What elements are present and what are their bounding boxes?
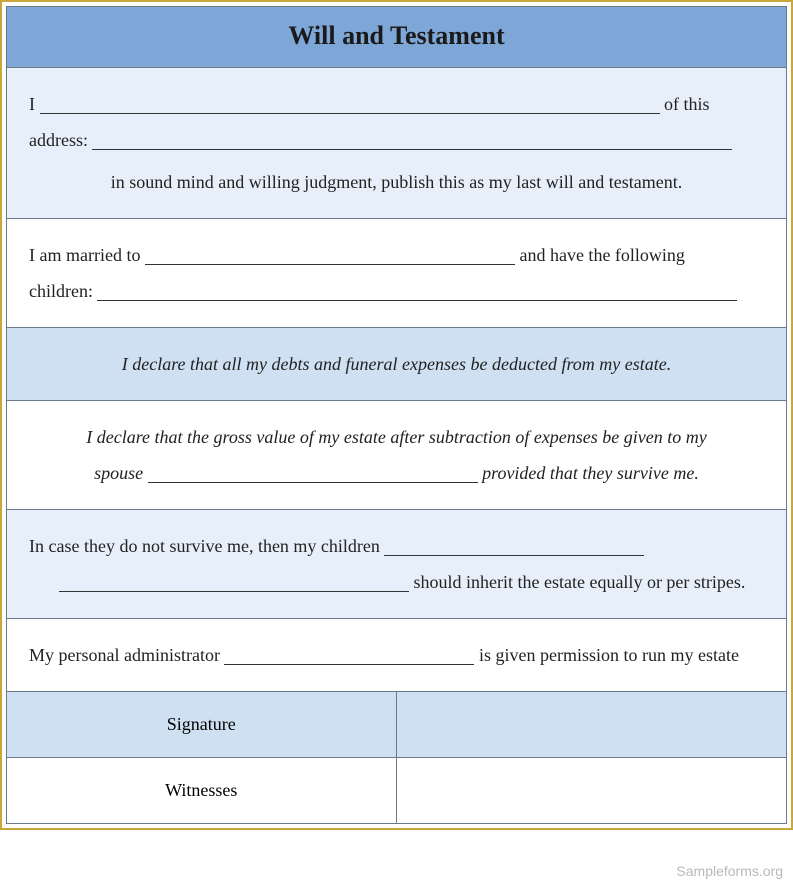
admin-suffix: is given permission to run my estate [479, 645, 739, 665]
married-line: I am married to and have the following [29, 237, 764, 273]
debts-declaration: I declare that all my debts and funeral … [122, 354, 672, 374]
survive-line1: In case they do not survive me, then my … [29, 528, 764, 564]
section-declarant: I of this address: in sound mind and wil… [7, 68, 786, 219]
section-administrator: My personal administrator is given permi… [7, 619, 786, 692]
watermark-text: Sampleforms.org [676, 863, 783, 879]
sound-mind-declaration: in sound mind and willing judgment, publ… [29, 158, 764, 200]
form-title: Will and Testament [7, 21, 786, 51]
witnesses-row: Witnesses [7, 758, 786, 823]
signature-field[interactable] [397, 692, 787, 757]
married-suffix: and have the following [519, 245, 684, 265]
address-line: address: [29, 122, 764, 158]
married-prefix: I am married to [29, 245, 140, 265]
signature-label: Signature [7, 692, 397, 757]
witnesses-label: Witnesses [7, 758, 397, 823]
survive-prefix: In case they do not survive me, then my … [29, 536, 380, 556]
section-family: I am married to and have the following c… [7, 219, 786, 328]
bequest-line1: I declare that the gross value of my est… [29, 419, 764, 455]
title-bar: Will and Testament [7, 7, 786, 68]
admin-prefix: My personal administrator [29, 645, 220, 665]
address-label: address: [29, 130, 88, 150]
witnesses-field[interactable] [397, 758, 787, 823]
children-line: children: [29, 273, 764, 309]
spouse-prefix: spouse [94, 463, 143, 483]
survive-line2: should inherit the estate equally or per… [29, 564, 764, 600]
admin-blank[interactable] [224, 647, 474, 665]
declarant-name-line: I of this [29, 86, 764, 122]
of-this-suffix: of this [664, 94, 710, 114]
section-debts: I declare that all my debts and funeral … [7, 328, 786, 401]
spouse-blank[interactable] [148, 465, 478, 483]
name-blank[interactable] [40, 96, 660, 114]
children-blank[interactable] [97, 283, 737, 301]
i-prefix: I [29, 94, 35, 114]
children-label: children: [29, 281, 93, 301]
section-spouse-bequest: I declare that the gross value of my est… [7, 401, 786, 510]
section-children-inherit: In case they do not survive me, then my … [7, 510, 786, 619]
signature-row: Signature [7, 692, 786, 758]
form-inner-border: Will and Testament I of this address: in… [6, 6, 787, 824]
bequest-line2: spouse provided that they survive me. [29, 455, 764, 491]
survive-suffix: should inherit the estate equally or per… [414, 572, 746, 592]
form-outer-border: Will and Testament I of this address: in… [0, 0, 793, 830]
spouse-name-blank[interactable] [145, 247, 515, 265]
children-names-blank-2[interactable] [59, 574, 409, 592]
children-names-blank[interactable] [384, 538, 644, 556]
spouse-suffix: provided that they survive me. [482, 463, 699, 483]
address-blank[interactable] [92, 132, 732, 150]
